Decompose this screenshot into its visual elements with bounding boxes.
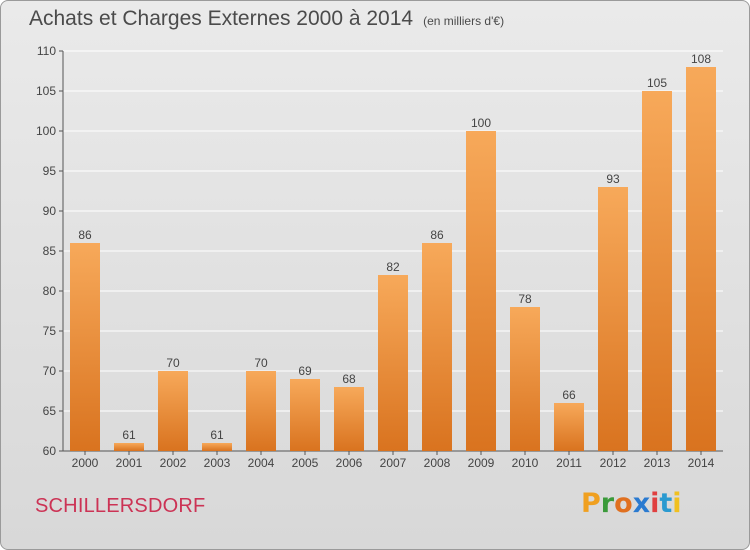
data-label: 69: [298, 364, 312, 378]
logo-letter: x: [632, 488, 651, 519]
y-tick-label: 65: [43, 404, 57, 418]
logo-letter: t: [659, 488, 673, 519]
bar: [158, 371, 188, 451]
y-tick-label: 80: [43, 284, 57, 298]
x-tick-label: 2008: [424, 456, 451, 470]
x-tick-label: 2004: [248, 456, 275, 470]
data-label: 105: [647, 76, 667, 90]
x-tick-label: 2003: [204, 456, 231, 470]
data-label: 66: [562, 388, 576, 402]
x-tick-label: 2011: [556, 456, 582, 470]
bar: [290, 379, 320, 451]
data-label: 61: [122, 428, 136, 442]
x-tick-label: 2001: [116, 456, 143, 470]
bar: [70, 243, 100, 451]
bar: [422, 243, 452, 451]
bar: [510, 307, 540, 451]
data-label: 70: [166, 356, 180, 370]
data-label: 68: [342, 372, 356, 386]
x-tick-label: 2005: [292, 456, 319, 470]
logo-letter: r: [600, 488, 615, 519]
bar: [554, 403, 584, 451]
data-label: 108: [691, 52, 711, 66]
x-tick-label: 2013: [644, 456, 671, 470]
bar: [114, 443, 144, 451]
chart-title: Achats et Charges Externes 2000 à 2014 (e…: [29, 7, 504, 31]
y-tick-label: 85: [43, 244, 57, 258]
logo-letter: o: [614, 488, 633, 519]
y-tick-label: 95: [43, 164, 57, 178]
x-tick-label: 2007: [380, 456, 407, 470]
bar: [246, 371, 276, 451]
x-tick-label: 2002: [160, 456, 187, 470]
y-tick-label: 110: [37, 44, 56, 58]
x-tick-label: 2000: [72, 456, 99, 470]
y-tick-label: 70: [43, 364, 57, 378]
location-name: SCHILLERSDORF: [35, 495, 206, 517]
bar: [598, 187, 628, 451]
bar: [202, 443, 232, 451]
data-label: 70: [254, 356, 268, 370]
y-tick-label: 75: [43, 324, 57, 338]
proxiti-logo: Proxiti: [581, 488, 682, 519]
data-label: 93: [606, 172, 620, 186]
data-label: 61: [210, 428, 224, 442]
y-tick-label: 100: [36, 124, 56, 138]
chart-subtitle: (en milliers d'€): [423, 14, 505, 28]
bar: [686, 67, 716, 451]
data-label: 100: [471, 116, 491, 130]
logo-letter: i: [650, 488, 660, 519]
x-tick-label: 2006: [336, 456, 363, 470]
x-tick-label: 2009: [468, 456, 495, 470]
y-tick-label: 90: [43, 204, 57, 218]
y-tick-label: 105: [36, 84, 56, 98]
logo-letter: P: [581, 488, 601, 519]
data-label: 86: [430, 228, 444, 242]
logo-letter: i: [672, 488, 682, 519]
data-label: 78: [518, 292, 532, 306]
chart-title-text: Achats et Charges Externes 2000 à 2014: [29, 7, 414, 30]
bar: [334, 387, 364, 451]
bar: [642, 91, 672, 451]
bar: [378, 275, 408, 451]
bar: [466, 131, 496, 451]
x-tick-label: 2012: [600, 456, 627, 470]
x-tick-label: 2014: [688, 456, 715, 470]
y-tick-label: 60: [43, 444, 57, 458]
x-tick-label: 2010: [512, 456, 539, 470]
data-label: 82: [386, 260, 400, 274]
data-label: 86: [78, 228, 92, 242]
